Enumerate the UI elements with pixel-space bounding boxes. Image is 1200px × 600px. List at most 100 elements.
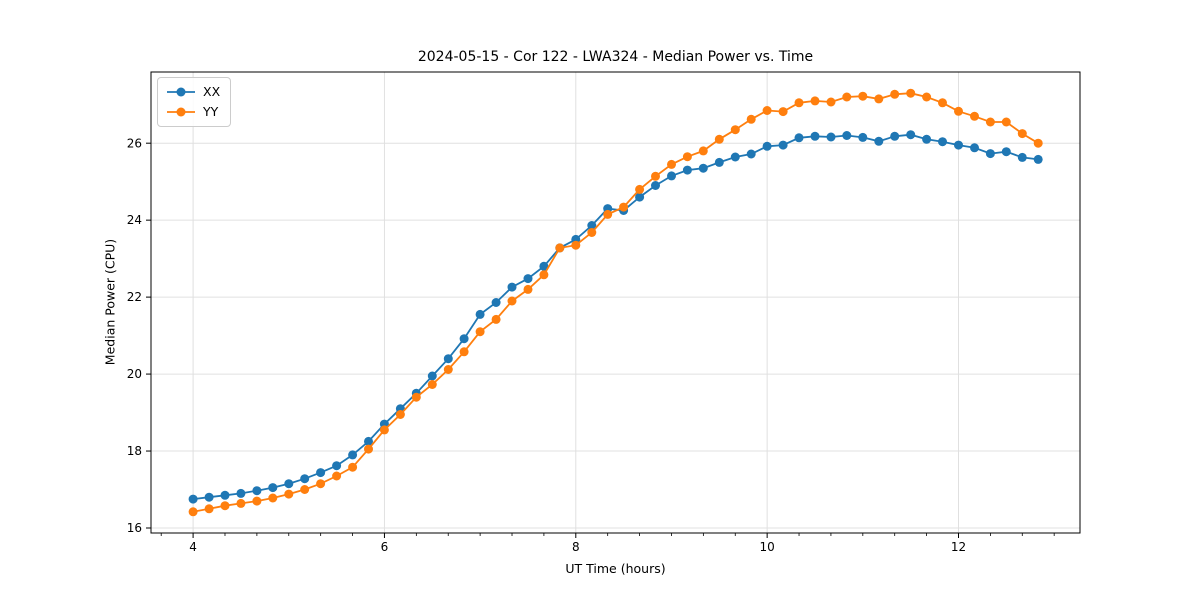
y-tick-label: 18 — [127, 444, 142, 458]
data-point-yy — [188, 507, 198, 517]
data-point-yy — [364, 444, 373, 454]
data-point-xx — [1001, 147, 1011, 157]
data-point-xx — [794, 133, 804, 143]
data-point-xx — [635, 192, 645, 202]
data-point-xx — [698, 163, 708, 173]
data-point-xx — [268, 483, 278, 493]
y-axis-label: Median Power (CPU) — [102, 238, 118, 366]
data-point-yy — [539, 270, 549, 280]
data-point-xx — [810, 131, 820, 141]
data-point-xx — [667, 171, 676, 181]
data-point-xx — [507, 282, 517, 292]
data-point-xx — [348, 450, 358, 460]
data-point-yy — [746, 114, 756, 124]
y-tick-label: 26 — [127, 136, 142, 150]
data-point-xx — [922, 134, 932, 144]
data-point-yy — [970, 111, 979, 121]
data-point-xx — [826, 132, 836, 142]
data-point-yy — [555, 243, 565, 253]
data-point-yy — [332, 471, 342, 481]
data-point-yy — [794, 98, 804, 108]
data-point-yy — [922, 92, 932, 102]
data-point-xx — [842, 131, 852, 140]
data-point-xx — [459, 334, 469, 344]
x-tick-label: 4 — [189, 540, 197, 554]
data-point-yy — [762, 106, 772, 115]
data-point-xx — [475, 309, 485, 319]
data-point-xx — [523, 274, 533, 284]
legend-item-xx: XX — [166, 83, 220, 101]
data-point-yy — [954, 106, 963, 116]
legend-label-yy: YY — [203, 104, 219, 119]
data-point-yy — [714, 134, 724, 144]
data-point-yy — [427, 380, 437, 389]
data-point-yy — [635, 184, 645, 194]
data-point-xx — [300, 474, 310, 484]
legend-label-xx: XX — [203, 84, 221, 99]
data-point-yy — [252, 496, 262, 506]
data-point-yy — [1001, 117, 1011, 127]
data-point-xx — [188, 494, 198, 504]
data-point-xx — [890, 131, 900, 141]
data-point-yy — [858, 91, 868, 101]
data-point-yy — [682, 152, 692, 162]
data-point-yy — [651, 171, 660, 181]
yy-line-marker-glyph — [167, 107, 195, 117]
data-point-yy — [778, 107, 788, 117]
y-tick-label: 20 — [127, 367, 142, 381]
data-point-yy — [587, 228, 597, 237]
data-point-xx — [1017, 152, 1027, 162]
data-point-yy — [619, 202, 629, 212]
data-point-xx — [539, 261, 549, 271]
data-point-yy — [316, 479, 326, 489]
data-point-xx — [858, 132, 868, 142]
data-point-yy — [571, 240, 581, 250]
data-point-xx — [746, 149, 756, 159]
data-point-xx — [970, 143, 979, 153]
data-point-xx — [443, 354, 453, 364]
data-point-yy — [236, 498, 246, 508]
data-point-yy — [220, 501, 230, 511]
data-point-xx — [587, 221, 597, 230]
xx-line-marker-glyph — [167, 87, 195, 97]
data-point-yy — [204, 504, 214, 514]
data-point-yy — [459, 347, 469, 357]
x-tick-label: 10 — [760, 540, 775, 554]
series-yy-line — [192, 92, 1039, 513]
x-axis-label: UT Time (hours) — [565, 561, 666, 576]
data-point-xx — [364, 436, 373, 446]
data-point-yy — [491, 314, 501, 324]
chart-title: 2024-05-15 - Cor 122 - LWA324 - Median P… — [417, 49, 814, 65]
data-point-yy — [985, 117, 995, 127]
data-point-yy — [938, 98, 947, 108]
data-point-xx — [985, 149, 995, 159]
data-point-yy — [507, 296, 517, 306]
data-point-xx — [874, 136, 884, 146]
data-point-yy — [698, 146, 708, 156]
data-point-xx — [938, 137, 947, 147]
data-point-yy — [411, 392, 421, 402]
legend-item-yy: YY — [166, 103, 220, 121]
data-point-yy — [842, 92, 852, 102]
data-point-yy — [874, 94, 884, 104]
data-point-yy — [603, 209, 613, 219]
data-point-xx — [714, 157, 724, 167]
data-point-xx — [906, 130, 916, 140]
y-tick-label: 22 — [127, 290, 142, 304]
data-point-yy — [523, 284, 533, 294]
data-point-yy — [395, 410, 405, 419]
data-point-xx — [954, 140, 963, 150]
legend: XX YY — [157, 77, 232, 127]
x-tick-label: 8 — [572, 540, 580, 554]
data-point-xx — [730, 152, 740, 162]
x-tick-label: 12 — [951, 540, 966, 554]
data-point-yy — [1017, 129, 1027, 139]
data-point-xx — [220, 490, 230, 500]
data-point-xx — [332, 461, 342, 471]
data-point-xx — [204, 492, 214, 502]
data-point-yy — [348, 462, 358, 472]
yy-legend-marker — [176, 107, 186, 117]
series-xx-line — [192, 133, 1039, 500]
